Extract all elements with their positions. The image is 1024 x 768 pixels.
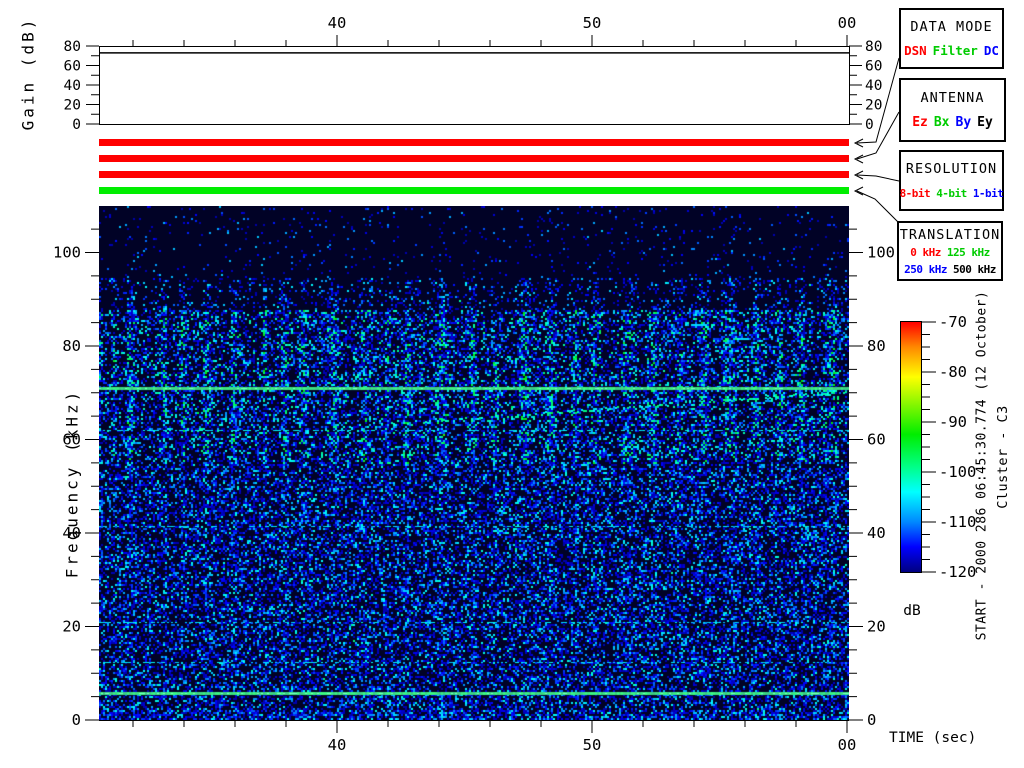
- legend-value-ez: Ez: [912, 115, 928, 131]
- legend-box-data-mode: DATA MODE DSN Filter DC: [899, 8, 1004, 69]
- gain-tick-label-right: 60: [865, 59, 882, 75]
- colorbar-tick-label: -90: [939, 413, 967, 431]
- connector-antenna-arrowhead: [853, 154, 864, 164]
- connector-data-mode-arrowhead: [853, 138, 864, 148]
- spacecraft-annotation: Cluster - C3: [995, 405, 1011, 509]
- freq-tick-label-right: 60: [867, 431, 886, 449]
- time-tick-label-top: 00: [838, 14, 857, 32]
- colorbar-tick-label: -70: [939, 313, 967, 331]
- legend-value-filter: Filter: [932, 43, 978, 59]
- legend-box-translation: TRANSLATION 0 kHz 125 kHz 250 kHz 500 kHz: [897, 221, 1003, 281]
- colorbar-tick-label: -110: [939, 513, 976, 531]
- legend-value-8-bit: 8-bit: [899, 186, 931, 200]
- time-tick-label-bottom: 00: [838, 736, 857, 754]
- freq-tick-label-right: 80: [867, 337, 886, 355]
- legend-value-dc: DC: [983, 43, 999, 59]
- freq-tick-label-right: 20: [867, 618, 886, 636]
- freq-tick-label-right: 100: [867, 244, 895, 262]
- legend-values-resolution: 8-bit 4-bit 1-bit: [897, 187, 1007, 200]
- gain-tick-label-left: 20: [64, 98, 81, 114]
- colorbar-gradient: [900, 321, 922, 573]
- gain-plot-area: [99, 46, 849, 124]
- legend-value-by: By: [955, 115, 972, 131]
- legend-box-resolution: RESOLUTION 8-bit 4-bit 1-bit: [899, 150, 1004, 211]
- start-time-annotation: START - 2000 286 06:45:30.774 (12 Octobe…: [974, 290, 990, 641]
- legend-value-125-khz: 125 kHz: [946, 246, 990, 259]
- gain-tick-label-right: 0: [865, 117, 874, 133]
- legend-title-resolution: RESOLUTION: [905, 161, 998, 178]
- colorbar-unit-label: dB: [903, 603, 921, 619]
- time-tick-label-top: 40: [328, 14, 347, 32]
- freq-tick-label-left: 100: [53, 244, 81, 262]
- connector-antenna: [856, 111, 900, 160]
- status-bar-antenna: [99, 155, 849, 162]
- time-tick-label-bottom: 40: [328, 736, 347, 754]
- status-bar-resolution: [99, 171, 849, 178]
- colorbar-tick-label: -80: [939, 363, 967, 381]
- legend-values-data-mode: DSN Filter DC: [901, 43, 1002, 58]
- legend-value-bx: Bx: [933, 115, 950, 131]
- connector-resolution-arrowhead: [853, 170, 864, 180]
- freq-tick-label-left: 0: [72, 711, 81, 729]
- legend-values-translation-1: 0 kHz 125 kHz: [907, 246, 992, 259]
- time-axis-title: TIME (sec): [889, 730, 977, 746]
- legend-title-translation: TRANSLATION: [899, 226, 1001, 243]
- time-tick-label-bottom: 50: [583, 736, 602, 754]
- legend-box-antenna: ANTENNA Ez Bx By Ey: [899, 78, 1006, 142]
- spectrogram-canvas: [99, 206, 849, 720]
- gain-tick-label-right: 40: [865, 78, 882, 94]
- gain-tick-label-right: 20: [865, 98, 882, 114]
- gain-tick-label-left: 40: [64, 78, 81, 94]
- legend-title-antenna: ANTENNA: [920, 89, 985, 106]
- legend-value-500-khz: 500 kHz: [953, 262, 996, 276]
- connector-data-mode: [856, 57, 900, 144]
- legend-values-antenna: Ez Bx By Ey: [909, 115, 996, 130]
- status-bar-data-mode: [99, 139, 849, 146]
- legend-values-translation-2: 250 kHz 500 kHz: [901, 263, 999, 276]
- connector-translation: [856, 190, 899, 223]
- gain-tick-label-left: 0: [72, 117, 81, 133]
- colorbar-tick-label: -120: [939, 563, 976, 581]
- frequency-axis-title: Frequency (kHz): [62, 388, 82, 579]
- gain-tick-label-right: 80: [865, 39, 882, 55]
- status-bar-translation: [99, 187, 849, 194]
- connector-translation-arrowhead: [853, 186, 864, 196]
- legend-title-data-mode: DATA MODE: [910, 18, 993, 35]
- freq-tick-label-right: 0: [867, 711, 876, 729]
- gain-tick-label-left: 80: [64, 39, 81, 55]
- connector-resolution: [856, 174, 900, 182]
- legend-value-dsn: DSN: [904, 43, 927, 59]
- gain-tick-label-left: 60: [64, 59, 81, 75]
- freq-tick-label-right: 40: [867, 524, 886, 542]
- legend-value-0-khz: 0 kHz: [910, 246, 941, 259]
- legend-value-1-bit: 1-bit: [972, 186, 1004, 200]
- legend-value-4-bit: 4-bit: [936, 186, 967, 200]
- time-tick-label-top: 50: [583, 14, 602, 32]
- legend-value-ey: Ey: [977, 115, 993, 131]
- colorbar-tick-label: -100: [939, 463, 976, 481]
- legend-value-250-khz: 250 kHz: [904, 262, 947, 276]
- gain-axis-title: Gain (dB): [18, 16, 38, 131]
